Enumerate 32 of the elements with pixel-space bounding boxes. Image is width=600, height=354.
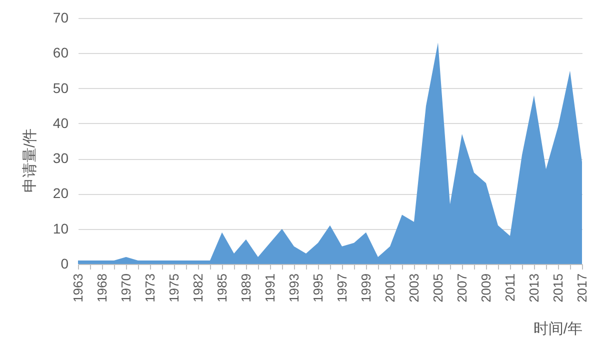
y-tick-label: 40 (52, 114, 69, 131)
x-tick-label: 2001 (382, 274, 398, 302)
y-tick-label: 60 (52, 44, 69, 61)
x-tick-label: 1999 (358, 274, 374, 302)
x-tick-label: 1995 (310, 274, 326, 302)
x-tick-label: 2003 (406, 274, 422, 302)
x-tick-label: 1973 (142, 274, 158, 302)
x-tick-label: 1991 (262, 274, 278, 302)
x-axis-title: 时间/年 (533, 320, 582, 338)
x-tick-label: 1993 (286, 274, 302, 302)
x-tick-label: 1997 (334, 274, 350, 302)
x-tick-label: 2011 (502, 274, 518, 302)
y-axis-title: 申请量/件 (22, 128, 38, 193)
x-tick-label: 1975 (166, 274, 182, 302)
x-tick-label: 1963 (70, 274, 86, 302)
x-tick-label: 1982 (190, 274, 206, 302)
x-tick-label: 2005 (430, 274, 446, 302)
y-tick-label: 10 (52, 220, 69, 236)
x-tick-label: 2009 (478, 274, 494, 302)
y-tick-label: 50 (52, 80, 69, 96)
x-tick-label: 2017 (574, 274, 590, 302)
x-tick-label: 2007 (454, 274, 470, 302)
x-tick-label: 1970 (118, 274, 134, 302)
y-tick-label: 0 (60, 256, 69, 272)
y-tick-label: 20 (52, 185, 69, 202)
x-tick-label: 2015 (550, 274, 566, 302)
x-tick-label: 1985 (214, 274, 230, 302)
y-tick-label: 70 (52, 10, 69, 26)
x-tick-label: 1989 (238, 274, 254, 302)
y-tick-label: 30 (52, 150, 69, 166)
x-tick-label: 1968 (94, 274, 110, 302)
x-tick-label: 2013 (526, 274, 542, 302)
